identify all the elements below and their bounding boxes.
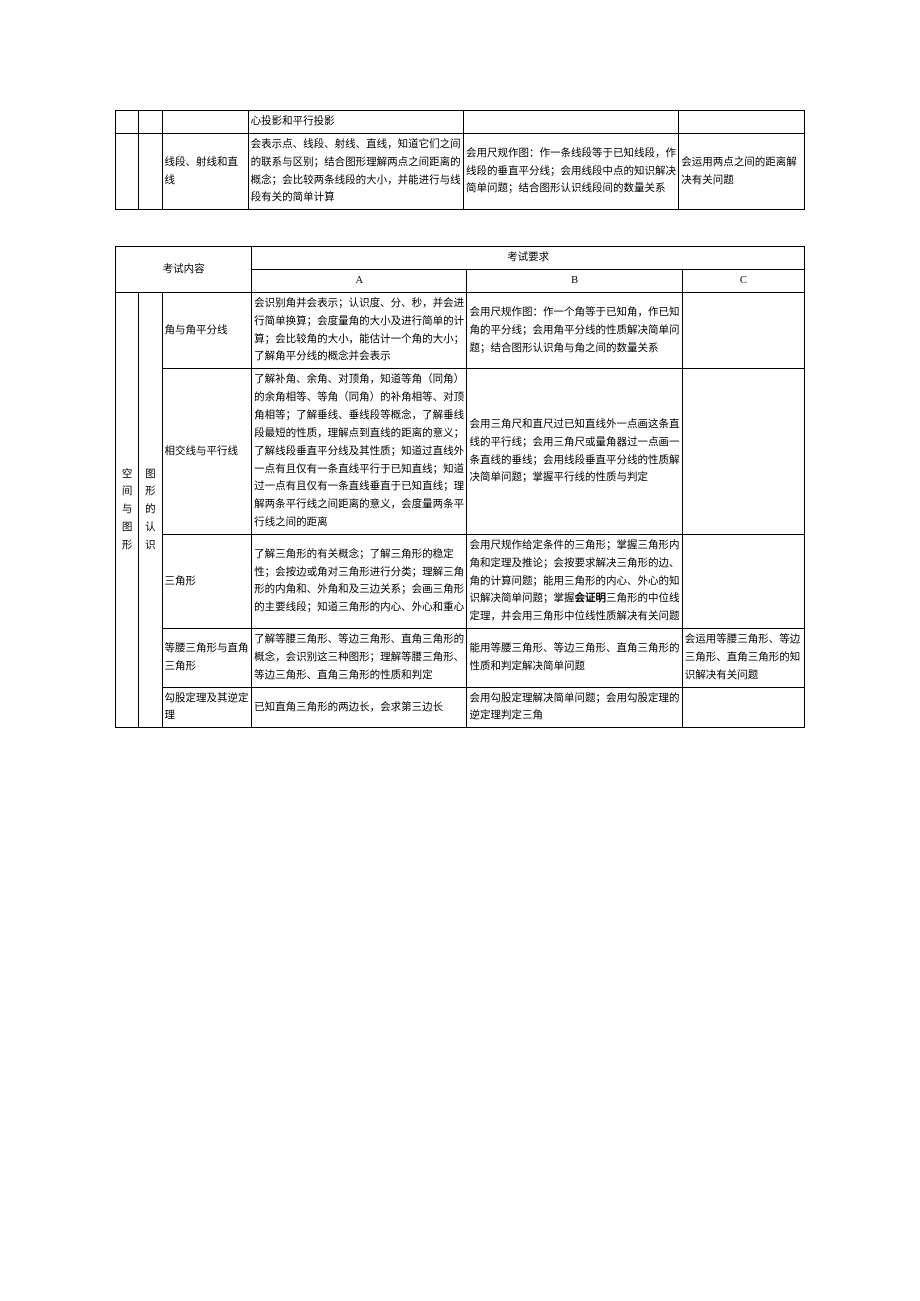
- table-row: 空间与图形 图形的认识 角与角平分线 会识别角并会表示；认识度、分、秒，并会进行…: [116, 292, 805, 368]
- header-content: 考试内容: [116, 247, 252, 293]
- cell-b: 会用尺规作图：作一条线段等于已知线段，作线段的垂直平分线；会用线段中点的知识解决…: [463, 133, 678, 209]
- cell-b: 会用尺规作图：作一个角等于已知角，作已知角的平分线；会用角平分线的性质解决简单问…: [467, 292, 682, 368]
- cell-a: 了解等腰三角形、等边三角形、直角三角形的概念，会识别这三种图形；理解等腰三角形、…: [252, 629, 467, 688]
- cell-c: 会运用两点之间的距离解决有关问题: [679, 133, 805, 209]
- cell-a: 会表示点、线段、射线、直线，知道它们之间的联系与区别；结合图形理解两点之间距离的…: [248, 133, 463, 209]
- cell-b-bold: 会证明: [574, 593, 606, 604]
- cell-a: 了解三角形的有关概念；了解三角形的稳定性；会按边或角对三角形进行分类；理解三角形…: [252, 534, 467, 628]
- cell-c: [682, 687, 804, 728]
- cell-lvl1: 空间与图形: [116, 292, 139, 727]
- cell-a: 会识别角并会表示；认识度、分、秒，并会进行简单换算；会度量角的大小及进行简单的计…: [252, 292, 467, 368]
- cell-b: [463, 111, 678, 134]
- table-row: 相交线与平行线 了解补角、余角、对顶角，知道等角（同角）的余角相等、等角（同角）…: [116, 369, 805, 535]
- table-row: 等腰三角形与直角三角形 了解等腰三角形、等边三角形、直角三角形的概念，会识别这三…: [116, 629, 805, 688]
- cell-b: 会用勾股定理解决简单问题；会用勾股定理的逆定理判定三角: [467, 687, 682, 728]
- table-header-row: 考试内容 考试要求: [116, 247, 805, 270]
- table-row: 心投影和平行投影: [116, 111, 805, 134]
- cell-lvl2: [139, 111, 162, 134]
- header-a: A: [252, 270, 467, 293]
- cell-lvl1: [116, 133, 139, 209]
- table-row: 勾股定理及其逆定理 已知直角三角形的两边长，会求第三边长 会用勾股定理解决简单问…: [116, 687, 805, 728]
- cell-c: [682, 534, 804, 628]
- cell-topic: 等腰三角形与直角三角形: [162, 629, 252, 688]
- cell-b: 能用等腰三角形、等边三角形、直角三角形的性质和判定解决简单问题: [467, 629, 682, 688]
- cell-c: [682, 292, 804, 368]
- cell-c: [682, 369, 804, 535]
- header-req: 考试要求: [252, 247, 805, 270]
- page: 心投影和平行投影 线段、射线和直线 会表示点、线段、射线、直线，知道它们之间的联…: [0, 0, 920, 788]
- cell-b: 会用三角尺和直尺过已知直线外一点画这条直线的平行线；会用三角尺或量角器过一点画一…: [467, 369, 682, 535]
- cell-lvl1: [116, 111, 139, 134]
- table-2: 考试内容 考试要求 A B C 空间与图形 图形的认识 角与角平分线 会识别角并…: [115, 246, 805, 728]
- header-c: C: [682, 270, 804, 293]
- table-1: 心投影和平行投影 线段、射线和直线 会表示点、线段、射线、直线，知道它们之间的联…: [115, 110, 805, 210]
- cell-topic: 勾股定理及其逆定理: [162, 687, 252, 728]
- cell-b: 会用尺规作给定条件的三角形；掌握三角形内角和定理及推论；会按要求解决三角形的边、…: [467, 534, 682, 628]
- cell-topic: 三角形: [162, 534, 252, 628]
- cell-topic: 线段、射线和直线: [162, 133, 248, 209]
- table-gap: [115, 210, 805, 246]
- cell-a: 已知直角三角形的两边长，会求第三边长: [252, 687, 467, 728]
- cell-c: [679, 111, 805, 134]
- cell-a: 了解补角、余角、对顶角，知道等角（同角）的余角相等、等角（同角）的补角相等、对顶…: [252, 369, 467, 535]
- cell-topic: 角与角平分线: [162, 292, 252, 368]
- cell-c: 会运用等腰三角形、等边三角形、直角三角形的知识解决有关问题: [682, 629, 804, 688]
- cell-topic: [162, 111, 248, 134]
- cell-a: 心投影和平行投影: [248, 111, 463, 134]
- cell-lvl2: [139, 133, 162, 209]
- cell-lvl2: 图形的认识: [139, 292, 162, 727]
- table-row: 线段、射线和直线 会表示点、线段、射线、直线，知道它们之间的联系与区别；结合图形…: [116, 133, 805, 209]
- vertical-text: 图形的认识: [140, 466, 160, 555]
- header-b: B: [467, 270, 682, 293]
- vertical-text: 空间与图形: [117, 466, 137, 555]
- table-row: 三角形 了解三角形的有关概念；了解三角形的稳定性；会按边或角对三角形进行分类；理…: [116, 534, 805, 628]
- cell-topic: 相交线与平行线: [162, 369, 252, 535]
